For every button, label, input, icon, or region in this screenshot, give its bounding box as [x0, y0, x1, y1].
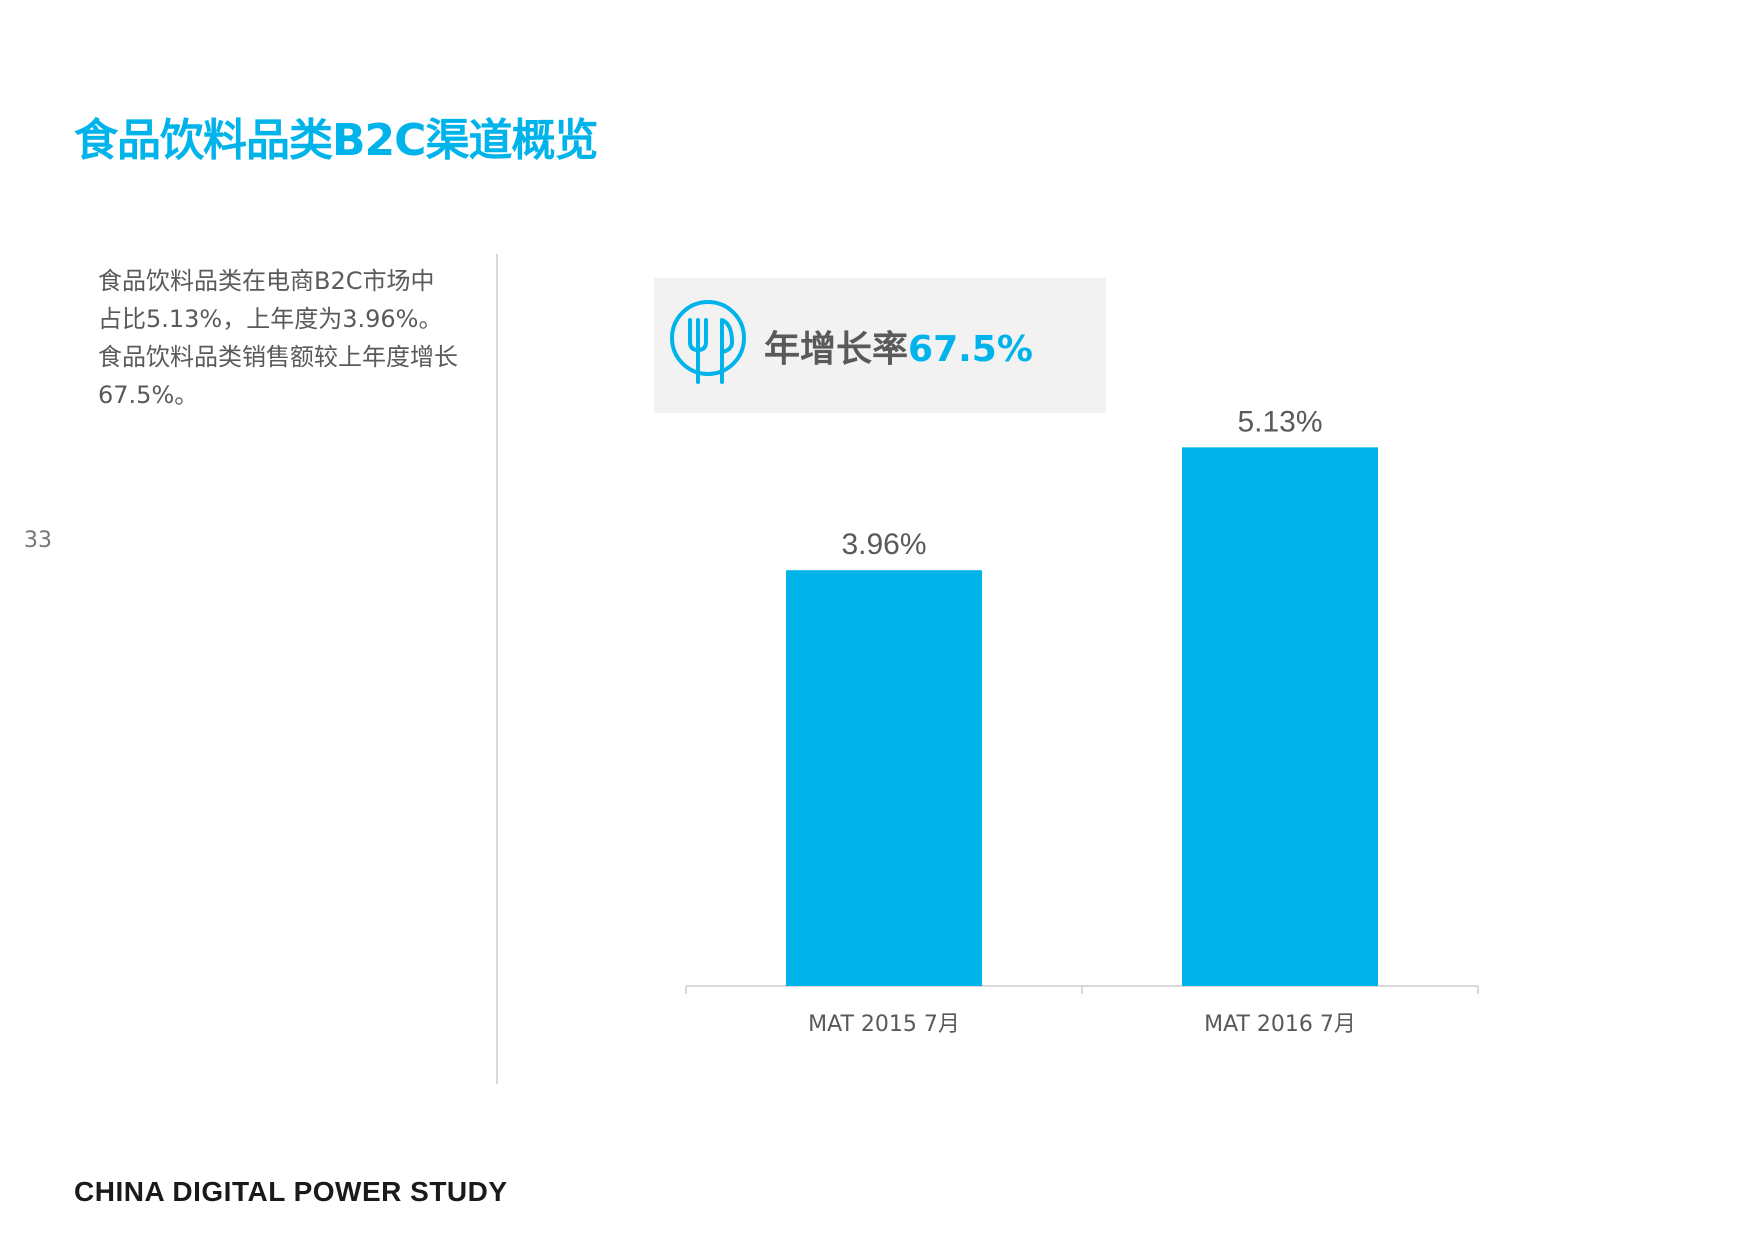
vertical-divider	[496, 254, 498, 1084]
page-number: 33	[24, 528, 52, 553]
description-line: 67.5%。	[98, 381, 199, 409]
x-tick-label: MAT 2016 7月	[1204, 1012, 1356, 1037]
growth-rate-label: 年增长率	[764, 329, 909, 370]
footer-brand: CHINA DIGITAL POWER STUDY	[74, 1176, 508, 1207]
description-line: 占比5.13%，上年度为3.96%。	[98, 305, 443, 333]
growth-rate-value: 67.5%	[908, 329, 1033, 370]
data-label: 5.13%	[1237, 405, 1322, 438]
description-line: 食品饮料品类在电商B2C市场中	[98, 267, 435, 295]
fork-knife-icon	[670, 300, 746, 384]
description-text: 食品饮料品类在电商B2C市场中 占比5.13%，上年度为3.96%。 食品饮料品…	[98, 262, 490, 414]
bar	[1182, 447, 1378, 987]
growth-rate-box: 年增长率67.5%	[654, 278, 1106, 413]
page-title: 食品饮料品类B2C渠道概览	[74, 115, 598, 166]
description-line: 食品饮料品类销售额较上年度增长	[98, 343, 458, 371]
x-tick-label: MAT 2015 7月	[808, 1012, 960, 1037]
growth-rate-text: 年增长率67.5%	[764, 320, 1033, 372]
bar	[786, 570, 982, 986]
data-label: 3.96%	[841, 528, 926, 561]
